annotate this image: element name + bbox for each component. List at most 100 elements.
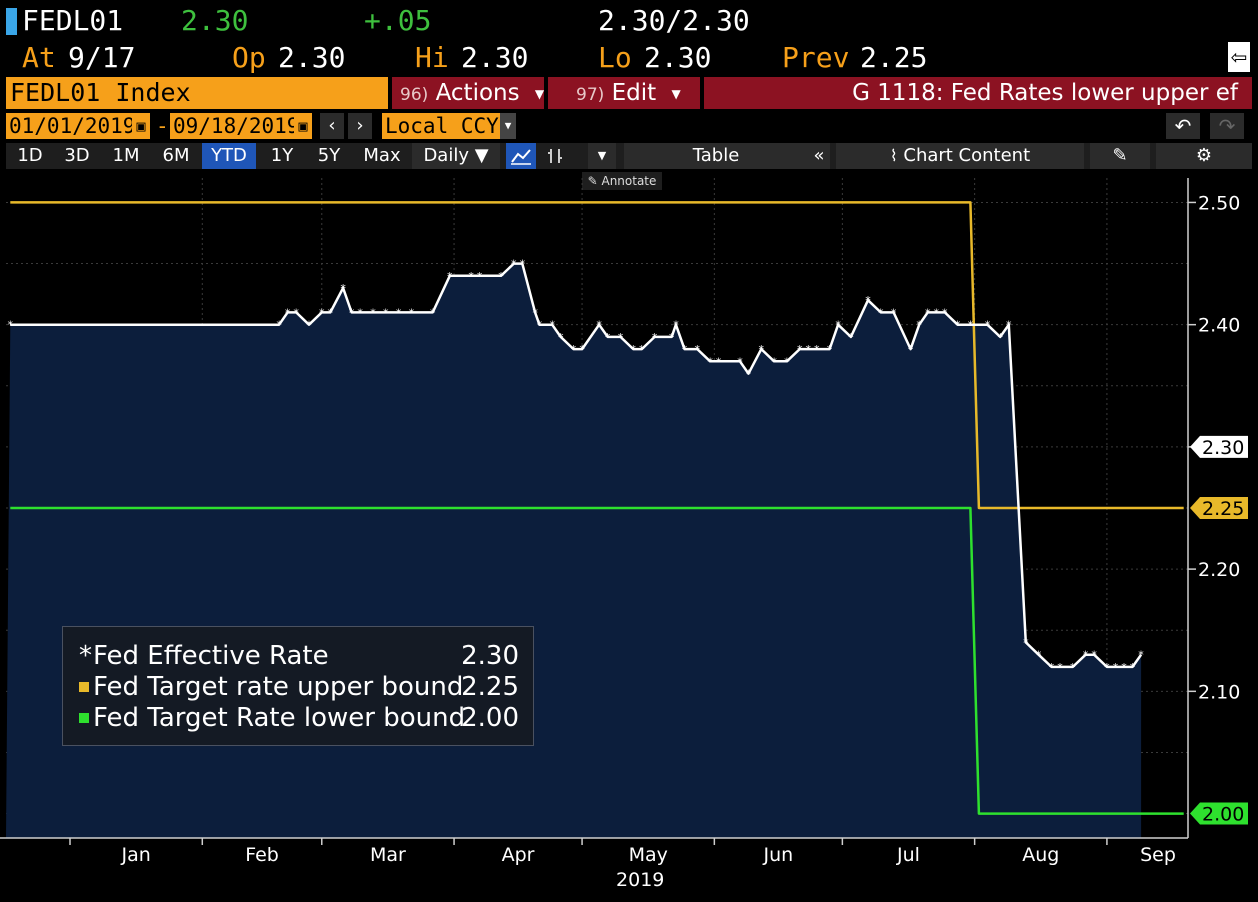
pencil-icon: ✎ — [587, 174, 598, 188]
effective-rate-marker: * — [848, 331, 854, 344]
annotate-button[interactable]: ✎ Annotate — [582, 172, 662, 190]
effective-rate-marker: * — [916, 319, 922, 332]
actions-menu[interactable]: 96) Actions ▼ — [392, 77, 544, 109]
line-chart-icon[interactable] — [506, 143, 536, 169]
chevron-right-icon[interactable]: › — [348, 113, 372, 139]
legend-swatch-icon — [79, 682, 89, 692]
effective-rate-marker: * — [652, 331, 658, 344]
x-tick-label: Mar — [370, 844, 406, 866]
legend-value: 2.25 — [461, 672, 519, 702]
legend-label: Fed Target rate upper bound — [93, 672, 464, 702]
effective-rate-marker: * — [707, 355, 713, 368]
effective-rate-marker: * — [814, 343, 820, 356]
caret-down-icon[interactable]: ▼ — [500, 113, 516, 139]
legend-item-lower: Fed Target Rate lower bound 2.00 — [63, 703, 533, 734]
effective-rate-marker: * — [596, 319, 602, 332]
prev-label: Prev — [782, 41, 850, 74]
effective-rate-marker: * — [759, 343, 765, 356]
effective-rate-marker: * — [8, 319, 14, 332]
start-date-input[interactable]: 01/01/2019 — [6, 113, 135, 139]
effective-rate-marker: * — [285, 306, 291, 319]
effective-rate-marker: * — [891, 306, 897, 319]
effective-rate-marker: * — [571, 343, 577, 356]
currency-select[interactable]: Local CCY — [382, 113, 500, 139]
legend-swatch-icon — [79, 713, 89, 723]
last-value-tag — [1190, 802, 1248, 825]
effective-rate-marker: * — [319, 306, 325, 319]
gear-icon[interactable]: ⚙ — [1156, 143, 1252, 169]
y-tick-label: 2.50 — [1198, 192, 1240, 214]
x-tick-label: Apr — [502, 844, 535, 866]
effective-rate-marker: * — [383, 306, 389, 319]
period-max[interactable]: Max — [363, 145, 401, 166]
caret-down-icon: ▼ — [671, 86, 681, 101]
net-change: +.05 — [364, 4, 432, 37]
legend-value: 2.00 — [461, 703, 519, 733]
edit-menu[interactable]: 97) Edit ▼ — [548, 77, 700, 109]
effective-rate-marker: * — [1006, 319, 1012, 332]
effective-rate-marker: * — [933, 306, 939, 319]
x-tick-label: Jan — [120, 844, 150, 866]
undo-icon[interactable]: ↶ — [1166, 113, 1200, 139]
chart-type-dropdown-icon[interactable]: ▼ — [588, 143, 616, 169]
bar-chart-icon[interactable] — [540, 143, 570, 169]
effective-rate-marker: * — [669, 331, 675, 344]
last-value-label: 2.00 — [1202, 804, 1244, 826]
news-headline[interactable]: G 1118: Fed Rates lower upper ef — [704, 77, 1252, 109]
chevron-left-icon[interactable]: ‹ — [320, 113, 344, 139]
low-label: Lo — [598, 41, 632, 74]
effective-rate-marker: * — [639, 343, 645, 356]
x-axis-year-label: 2019 — [616, 869, 664, 891]
period-5y[interactable]: 5Y — [317, 145, 341, 166]
effective-rate-marker: * — [997, 331, 1003, 344]
effective-rate-marker: * — [1104, 661, 1110, 674]
effective-rate-marker: * — [955, 319, 961, 332]
security-field[interactable]: FEDL01 Index — [6, 77, 388, 109]
table-button[interactable]: Table — [624, 143, 808, 169]
effective-rate-marker: * — [511, 258, 517, 271]
effective-rate-marker: * — [468, 270, 474, 283]
legend-label: Fed Target Rate lower bound — [93, 703, 466, 733]
period-ytd[interactable]: YTD — [202, 143, 256, 169]
effective-rate-marker: * — [784, 355, 790, 368]
chart-content-button[interactable]: ⌇ Chart Content — [836, 143, 1084, 169]
period-3d[interactable]: 3D — [64, 145, 90, 166]
edit-number: 97) — [576, 85, 605, 105]
legend-label: Fed Effective Rate — [93, 641, 329, 671]
effective-rate-marker: * — [1121, 661, 1127, 674]
last-value-label: 2.25 — [1202, 498, 1244, 520]
period-1m[interactable]: 1M — [112, 145, 140, 166]
legend-item-effective: * Fed Effective Rate 2.30 — [63, 641, 533, 672]
caret-down-icon: ▼ — [534, 86, 545, 101]
effective-rate-marker: * — [797, 343, 803, 356]
effective-rate-marker: * — [695, 343, 701, 356]
x-tick-label: Jul — [896, 844, 920, 866]
effective-rate-marker: * — [1083, 649, 1089, 662]
effective-rate-marker: * — [1113, 661, 1119, 674]
effective-rate-marker: * — [925, 306, 931, 319]
x-tick-label: May — [629, 844, 668, 866]
annotate-label: Annotate — [601, 174, 657, 188]
legend-item-upper: Fed Target rate upper bound 2.25 — [63, 672, 533, 703]
effective-rate-marker: * — [1023, 636, 1029, 649]
period-6m[interactable]: 6M — [162, 145, 190, 166]
calendar-icon[interactable]: ▣ — [132, 113, 150, 139]
effective-rate-marker: * — [532, 306, 538, 319]
bid-ask: 2.30/2.30 — [598, 4, 750, 37]
effective-rate-marker: * — [537, 319, 543, 332]
effective-rate-marker: * — [805, 343, 811, 356]
x-axis: Jan Feb Mar Apr May Jun Jul Aug Sep 2019 — [0, 837, 1188, 891]
redo-icon[interactable]: ↷ — [1210, 113, 1244, 139]
period-1y[interactable]: 1Y — [270, 145, 294, 166]
effective-rate-marker: * — [985, 319, 991, 332]
frequency-select[interactable]: Daily ▼ — [412, 143, 500, 169]
exit-icon[interactable]: ⇦ — [1228, 42, 1250, 72]
effective-rate-marker: * — [908, 343, 914, 356]
end-date-input[interactable]: 09/18/2019 — [170, 113, 299, 139]
x-tick-label: Jun — [763, 844, 794, 866]
calendar-icon[interactable]: ▣ — [294, 113, 312, 139]
collapse-icon[interactable]: « — [808, 143, 830, 169]
effective-rate-marker: * — [293, 306, 299, 319]
edit-chart-icon[interactable]: ✎ — [1090, 143, 1150, 169]
period-1d[interactable]: 1D — [17, 145, 43, 166]
